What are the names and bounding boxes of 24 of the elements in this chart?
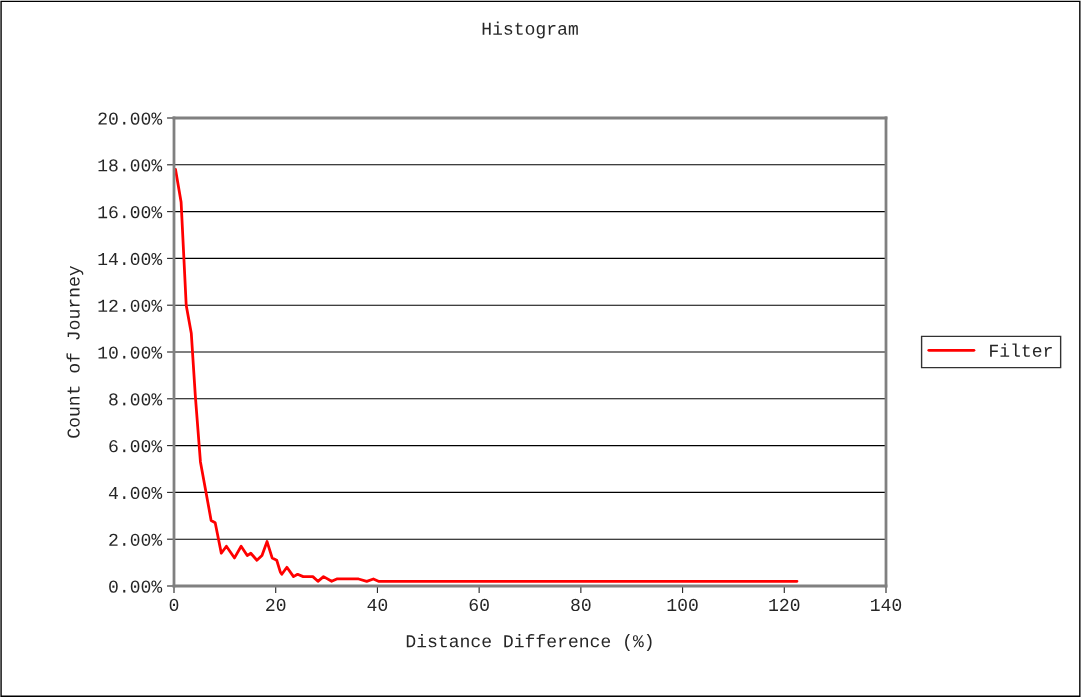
y-tick-label: 16.00% (98, 206, 163, 219)
y-tick-label: 12.00% (98, 299, 163, 312)
line-series (174, 168, 799, 583)
y-tick-label: 8.00% (109, 393, 163, 406)
x-tick-label: 60 (469, 598, 489, 612)
x-tick-label: 80 (571, 598, 591, 612)
x-tick-label: 0 (169, 598, 179, 612)
y-tick-label: 2.00% (109, 533, 163, 546)
y-tick-label: 6.00% (109, 440, 163, 453)
chart-title: Histogram (482, 21, 578, 39)
x-tick-label: 120 (769, 598, 800, 612)
y-tick-label: 14.00% (98, 252, 163, 266)
x-tick-label: 140 (871, 598, 902, 612)
y-axis-title: Count of Journey (66, 265, 84, 438)
legend-label: Filter (990, 343, 1052, 357)
x-tick-label: 40 (367, 598, 388, 612)
y-tick-label: 18.00% (98, 159, 163, 172)
y-tick-label: 10.00% (98, 346, 163, 359)
y-tick-label: 20.00% (98, 112, 163, 125)
y-tick-label: 4.00% (108, 486, 163, 500)
x-axis-title: Distance Difference (%) (406, 634, 652, 651)
x-tick-label: 20 (266, 598, 286, 612)
x-tick-label: 100 (667, 598, 698, 612)
y-tick-label: 0.00% (109, 580, 163, 593)
